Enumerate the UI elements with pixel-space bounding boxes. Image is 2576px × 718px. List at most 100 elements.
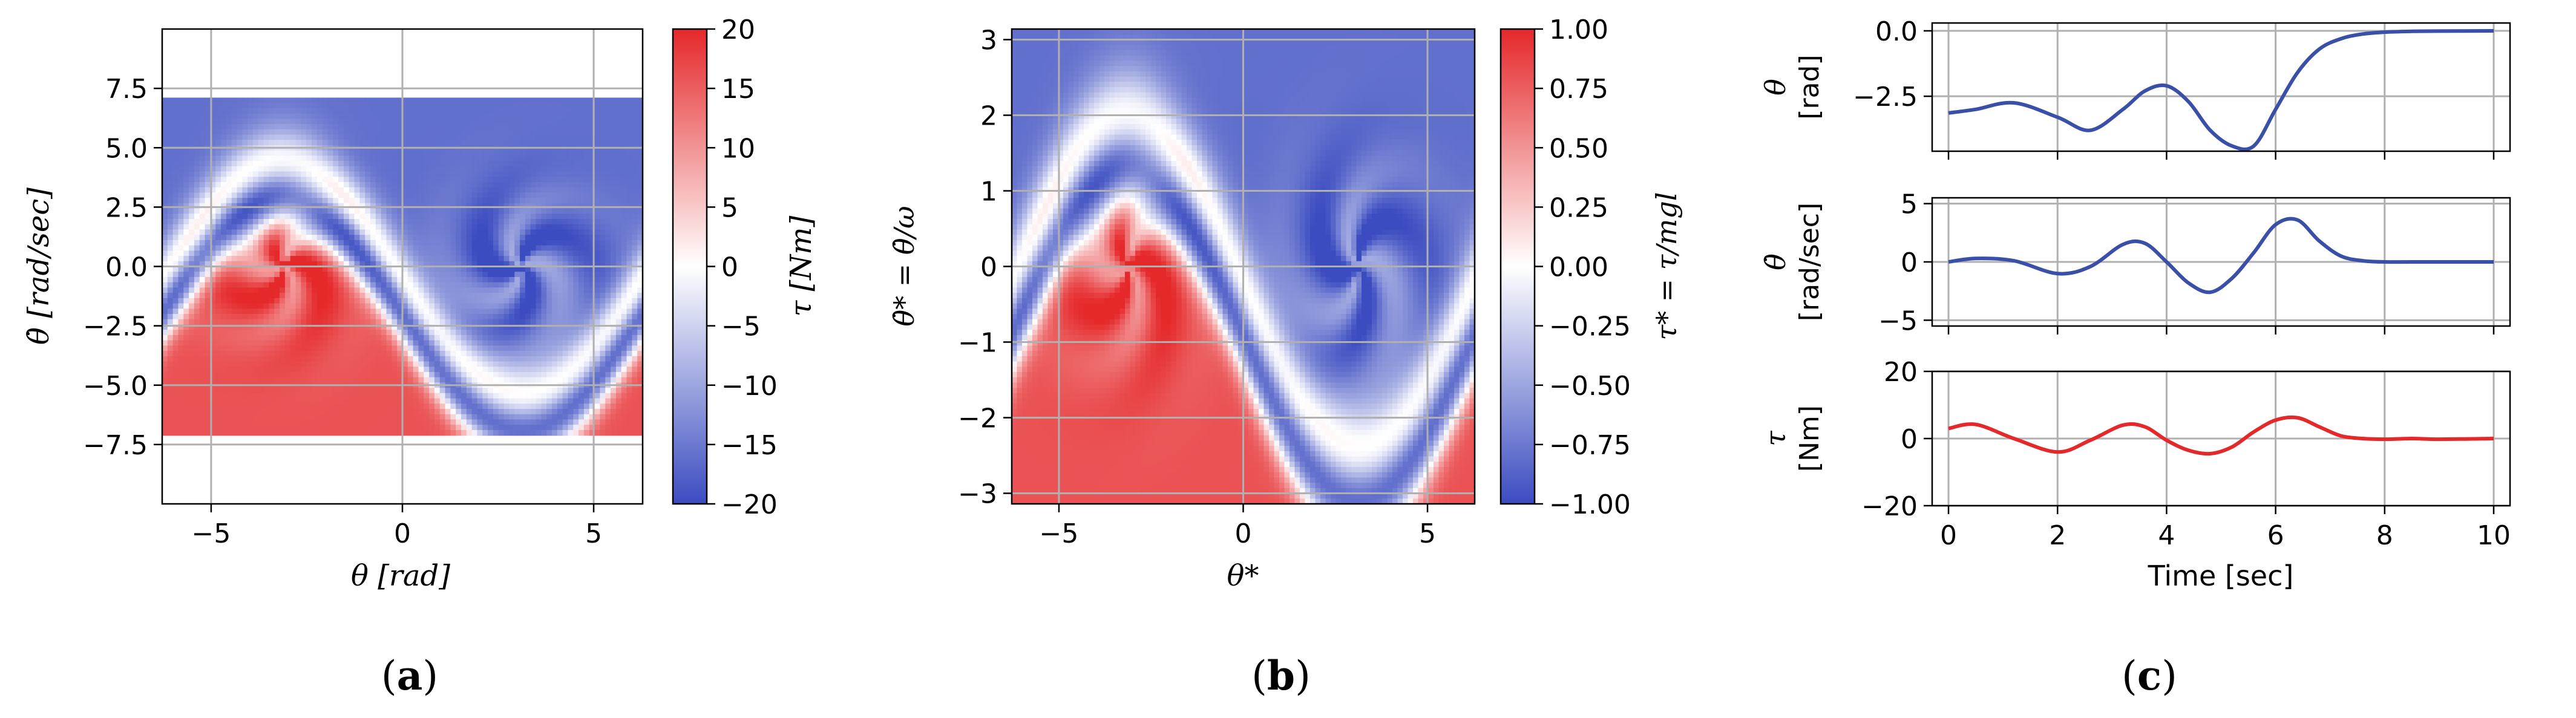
heatmap-cell [573, 351, 579, 357]
heatmap-cell [162, 345, 168, 351]
heatmap-cell [269, 351, 275, 357]
heatmap-cell [189, 171, 195, 178]
heatmap-cell [413, 166, 419, 172]
heatmap-cell [471, 319, 478, 325]
heatmap-cell [338, 187, 344, 194]
heatmap-cell [162, 371, 168, 378]
heatmap-cell [263, 219, 270, 225]
heatmap-cell [274, 235, 280, 241]
heatmap-cell [269, 103, 275, 109]
heatmap-cell [439, 113, 446, 120]
heatmap-cell [503, 124, 510, 130]
heatmap-cell [269, 203, 275, 209]
heatmap-cell [439, 97, 446, 103]
heatmap-cell [413, 134, 419, 140]
heatmap-cell [424, 245, 430, 252]
heatmap-cell [269, 119, 275, 125]
heatmap-cell [541, 266, 547, 273]
heatmap-cell [407, 340, 414, 347]
heatmap-cell [450, 192, 457, 198]
heatmap-cell [258, 103, 264, 109]
heatmap-cell [488, 298, 494, 304]
heatmap-cell [183, 377, 189, 383]
heatmap-cell [573, 377, 579, 383]
heatmap-cell [263, 245, 270, 252]
heatmap-cell [546, 276, 552, 283]
heatmap-cell [343, 192, 350, 198]
heatmap-cell [488, 166, 494, 172]
heatmap-cell [407, 287, 414, 293]
heatmap-cell [199, 425, 206, 431]
heatmap-cell [226, 419, 232, 425]
heatmap-cell [546, 203, 552, 209]
heatmap-cell [205, 367, 211, 373]
heatmap-cell [231, 245, 238, 252]
heatmap-cell [205, 287, 211, 293]
heatmap-cell [402, 240, 408, 246]
heatmap-cell [226, 229, 232, 235]
heatmap-cell [520, 419, 526, 425]
heatmap-cell [189, 324, 195, 330]
heatmap-cell [354, 314, 361, 320]
heatmap-cell [530, 303, 537, 310]
heatmap-cell [280, 371, 286, 378]
heatmap-cell [413, 245, 419, 252]
heatmap-cell [541, 161, 547, 167]
heatmap-cell [434, 298, 441, 304]
heatmap-cell [568, 171, 574, 178]
heatmap-cell [306, 409, 312, 415]
heatmap-cell [189, 303, 195, 310]
heatmap-cell [343, 324, 350, 330]
heatmap-cell [269, 409, 275, 415]
heatmap-cell [375, 293, 382, 299]
heatmap-cell [514, 419, 520, 425]
heatmap-cell [562, 429, 569, 436]
heatmap-cell [183, 214, 189, 220]
heatmap-cell [429, 351, 435, 357]
heatmap-cell [482, 409, 488, 415]
heatmap-cell [172, 419, 179, 425]
heatmap-cell [167, 103, 174, 109]
heatmap-cell [199, 235, 206, 241]
heatmap-cell [338, 266, 344, 273]
heatmap-cell [237, 276, 243, 283]
heatmap-cell [541, 425, 547, 431]
heatmap-cell [407, 330, 414, 336]
heatmap-cell [445, 261, 451, 267]
heatmap-cell [488, 324, 494, 330]
heatmap-cell [520, 429, 526, 436]
heatmap-cell [215, 250, 221, 256]
heatmap-cell [439, 293, 446, 299]
heatmap-cell [221, 266, 227, 273]
heatmap-cell [258, 276, 264, 283]
heatmap-cell [541, 414, 547, 420]
heatmap-cell [466, 129, 473, 135]
heatmap-cell [381, 171, 387, 178]
heatmap-cell [231, 425, 238, 431]
heatmap-cell [237, 429, 243, 436]
heatmap-cell [338, 108, 344, 114]
heatmap-cell [306, 256, 312, 262]
heatmap-cell [189, 214, 195, 220]
heatmap-cell [343, 340, 350, 347]
heatmap-cell [450, 403, 457, 410]
heatmap-cell [445, 155, 451, 162]
heatmap-cell [520, 425, 526, 431]
heatmap-cell [242, 409, 248, 415]
heatmap-cell [573, 272, 579, 278]
heatmap-cell [189, 272, 195, 278]
heatmap-cell [445, 245, 451, 252]
heatmap-cell [557, 276, 563, 283]
heatmap-cell [178, 108, 185, 114]
heatmap-cell [189, 398, 195, 405]
heatmap-cell [557, 150, 563, 157]
heatmap-cell [316, 208, 323, 215]
heatmap-cell [322, 429, 329, 436]
heatmap-cell [290, 293, 297, 299]
heatmap-cell [333, 235, 339, 241]
heatmap-cell [162, 351, 168, 357]
heatmap-cell [482, 261, 488, 267]
heatmap-cell [274, 398, 280, 405]
heatmap-cell [407, 161, 414, 167]
heatmap-cell [573, 256, 579, 262]
